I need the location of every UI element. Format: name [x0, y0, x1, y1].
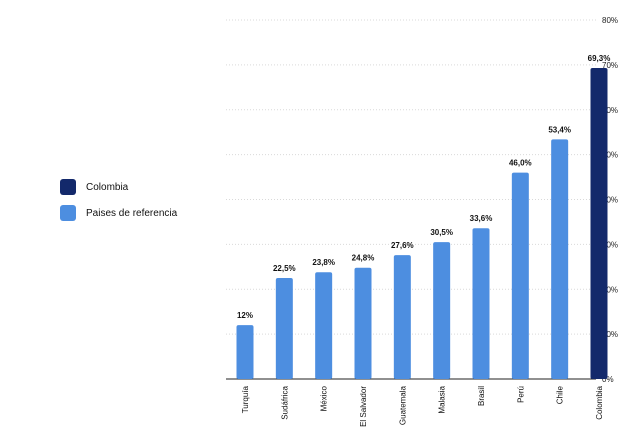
x-tick-label-9: Chile — [556, 385, 565, 404]
legend-swatch-referencia — [60, 205, 76, 221]
data-label-10: 69,3% — [588, 54, 611, 63]
y-tick-label-70: 70% — [602, 61, 618, 70]
x-tick-label-4: El Salvador — [359, 386, 368, 427]
data-label-4: 24,8% — [352, 254, 375, 263]
data-label-8: 46,0% — [509, 159, 532, 168]
y-tick-label-80: 80% — [602, 16, 618, 25]
legend-label-colombia: Colombia — [86, 181, 129, 193]
x-tick-label-8: Perú — [516, 386, 525, 403]
data-label-5: 27,6% — [391, 241, 414, 250]
bar-2 — [275, 278, 293, 379]
data-label-3: 23,8% — [312, 258, 335, 267]
x-tick-label-2: Sudáfrica — [280, 385, 289, 419]
bar-1 — [236, 325, 254, 379]
y-tick-label-50: 50% — [602, 151, 618, 160]
bar-10 — [590, 68, 608, 380]
x-tick-label-1: Turquía — [241, 385, 250, 413]
data-label-1: 12% — [237, 311, 253, 320]
bar-8 — [511, 172, 529, 379]
x-tick-label-3: México — [320, 385, 329, 411]
bar-7 — [472, 228, 490, 379]
bar-6 — [433, 242, 451, 379]
y-tick-label-60: 60% — [602, 106, 618, 115]
data-label-9: 53,4% — [548, 125, 571, 134]
legend-swatch-colombia — [60, 179, 76, 195]
legend: Colombia Paises de referencia — [60, 178, 177, 230]
bar-3 — [315, 272, 333, 379]
x-tick-label-5: Guatemala — [398, 385, 407, 425]
bar-4 — [354, 267, 372, 379]
x-tick-label-6: Malasia — [438, 385, 447, 413]
data-label-6: 30,5% — [430, 228, 453, 237]
bar-9 — [551, 139, 569, 379]
legend-item-colombia: Colombia — [60, 178, 177, 196]
y-tick-label-40: 40% — [602, 196, 618, 205]
y-tick-label-20: 20% — [602, 285, 618, 294]
data-label-7: 33,6% — [470, 214, 493, 223]
legend-label-referencia: Paises de referencia — [86, 207, 178, 219]
bar-5 — [393, 255, 411, 379]
x-tick-label-10: Colombia — [595, 385, 604, 419]
x-tick-label-7: Brasil — [477, 386, 486, 406]
y-tick-label-30: 30% — [602, 240, 618, 249]
legend-item-referencia: Paises de referencia — [60, 204, 177, 222]
y-tick-label-10: 10% — [602, 330, 618, 339]
data-label-2: 22,5% — [273, 264, 296, 273]
y-tick-label-0: 0% — [602, 375, 614, 384]
